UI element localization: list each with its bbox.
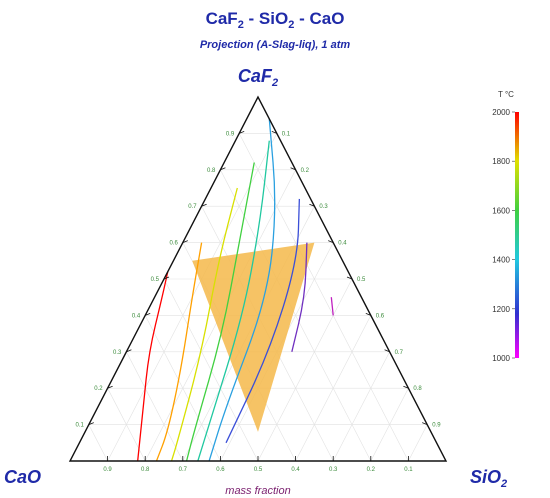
grid-line-cao [144,315,221,462]
colorbar-tick-label: 1600 [492,206,510,215]
tick-label-left: 0.7 [188,204,197,210]
grid-line-cao [88,424,108,462]
colorbar-tick-label: 1800 [492,157,510,166]
tick-mark-right [346,276,353,280]
vertex-label-caf2: CaF2 [238,66,278,89]
tick-label-bottom: 0.2 [367,467,376,473]
tick-mark-left [145,313,151,316]
tick-mark-right [290,167,296,171]
tick-label-bottom: 0.8 [141,467,150,473]
grid-line-cao [126,351,184,462]
isotherm-1800 [155,242,203,462]
tick-label-left: 0.3 [113,350,122,356]
tick-label-bottom: 0.1 [404,467,413,473]
tick-mark-right [309,203,315,207]
colorbar-ticks: 2000 1800 1600 1400 1200 1000 [492,108,515,363]
tick-label-right: 0.8 [413,386,422,392]
grid-line-cao [163,278,259,462]
tick-label-right: 0.9 [432,423,441,429]
isotherm-1300 [225,198,301,444]
tick-label-right: 0.2 [301,168,310,174]
colorbar-tick-label: 2000 [492,108,510,117]
tick-label-right: 0.7 [395,350,404,356]
colorbar-tick-label: 1200 [492,305,510,314]
tick-mark-left [88,422,94,425]
colorbar [515,112,519,358]
tick-label-bottom: 0.6 [216,467,225,473]
vertex-label-sio2: SiO2 [470,467,507,490]
grid-line-sio2 [370,388,409,462]
shaded-region [192,242,315,432]
isotherm-1500 [197,140,270,462]
chart-subtitle: Projection (A-Slag-liq), 1 atm [200,39,351,51]
grid-line-sio2 [257,278,353,462]
tick-mark-right [403,385,409,389]
tick-mark-left [201,203,207,207]
isotherm-1600 [185,162,255,462]
tick-mark-right [328,240,334,243]
tick-mark-left [107,385,113,389]
isotherm-1200 [291,242,308,352]
tick-label-right: 0.3 [319,204,328,210]
tick-label-left: 0.2 [94,386,103,392]
tick-mark-left [239,131,245,134]
tick-label-left: 0.1 [75,423,84,429]
colorbar-tick-label: 1000 [492,354,510,363]
colorbar-label: T °C [498,90,514,99]
tick-label-left: 0.8 [207,168,216,174]
tick-mark-right [384,349,390,353]
tick-mark-left [163,276,170,280]
tick-label-bottom: 0.3 [329,467,338,473]
shaded-region-layer [192,242,315,432]
tick-label-bottom: 0.9 [103,467,112,473]
tick-label-bottom: 0.4 [291,467,300,473]
tick-mark-left [182,240,188,243]
tick-label-right: 0.1 [282,131,291,137]
isotherm-1100 [330,297,334,316]
tick-label-left: 0.5 [151,277,160,283]
tick-label-left: 0.9 [226,131,235,137]
grid-line-cao [238,133,409,462]
grid-line-sio2 [295,315,372,462]
tick-label-right: 0.6 [376,313,385,319]
tick-label-left: 0.4 [132,313,141,319]
vertex-label-cao: CaO [4,467,41,487]
tick-mark-right [365,313,371,316]
tick-mark-right [271,131,277,134]
tick-label-left: 0.6 [169,241,178,247]
isotherm-layer [137,118,334,462]
tick-label-bottom: 0.5 [254,467,263,473]
tick-label-right: 0.4 [338,241,347,247]
tick-mark-left [126,349,132,353]
grid-line-sio2 [408,424,428,462]
colorbar-tick-label: 1400 [492,256,510,265]
x-axis-label: mass fraction [225,485,290,497]
isotherm-1400 [208,118,276,462]
grid-line-sio2 [332,351,390,462]
tick-label-right: 0.5 [357,277,366,283]
tick-label-bottom: 0.7 [179,467,188,473]
tick-mark-right [422,422,428,425]
tick-mark-left [220,167,226,171]
tick-layer: 0.9 0.1 0.9 0.8 0.2 0.8 0.7 0.3 0.7 0.6 0.4 0.6 0.5 0… [75,131,441,473]
isotherm-1700 [170,187,238,462]
chart-title: CaF2 - SiO2 - CaO [206,9,345,31]
